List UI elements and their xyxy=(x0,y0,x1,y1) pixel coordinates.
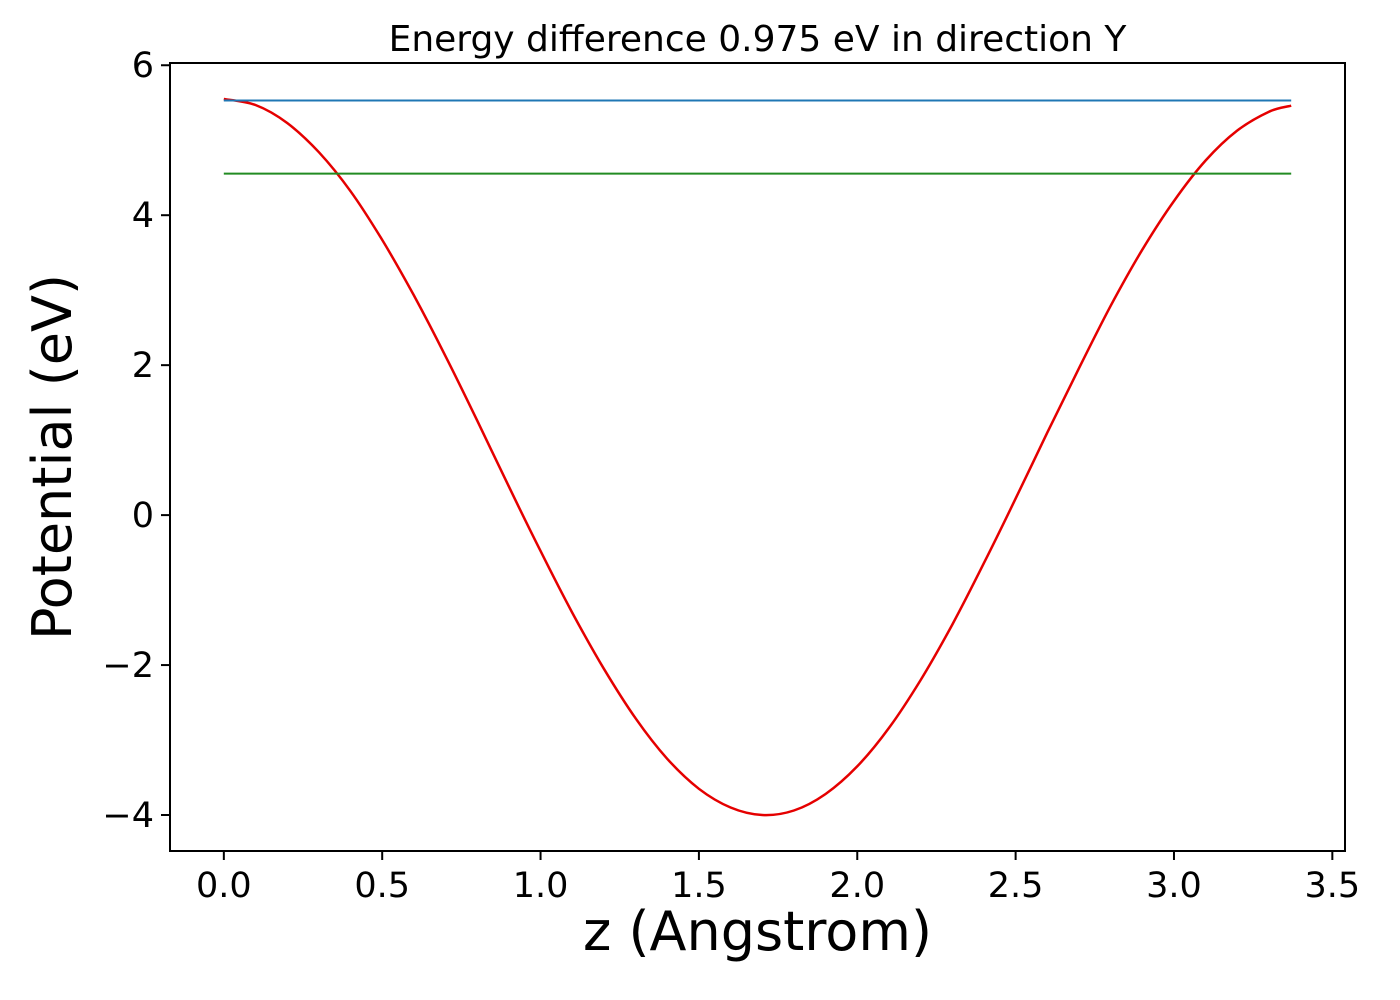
x-tick-label: 1.5 xyxy=(671,866,727,906)
y-tick-label: 6 xyxy=(132,46,154,86)
y-tick-label: 4 xyxy=(132,196,154,236)
x-tick-label: 1.0 xyxy=(513,866,569,906)
y-tick-label: 2 xyxy=(132,346,154,386)
x-tick-label: 0.0 xyxy=(196,866,252,906)
y-tick-label: 0 xyxy=(132,496,154,536)
x-tick-label: 2.5 xyxy=(988,866,1044,906)
x-tick-label: 0.5 xyxy=(354,866,410,906)
y-tick-label: −4 xyxy=(102,796,154,836)
y-axis-label: Potential (eV) xyxy=(21,273,84,641)
x-tick-label: 2.0 xyxy=(829,866,885,906)
chart-title: Energy difference 0.975 eV in direction … xyxy=(388,19,1127,60)
x-tick-label: 3.5 xyxy=(1304,866,1360,906)
plot-frame xyxy=(169,62,1346,852)
x-axis-label: z (Angstrom) xyxy=(582,900,933,963)
x-tick-label: 3.0 xyxy=(1146,866,1202,906)
potential-curve xyxy=(223,97,1292,817)
y-tick-label: −2 xyxy=(102,646,154,686)
